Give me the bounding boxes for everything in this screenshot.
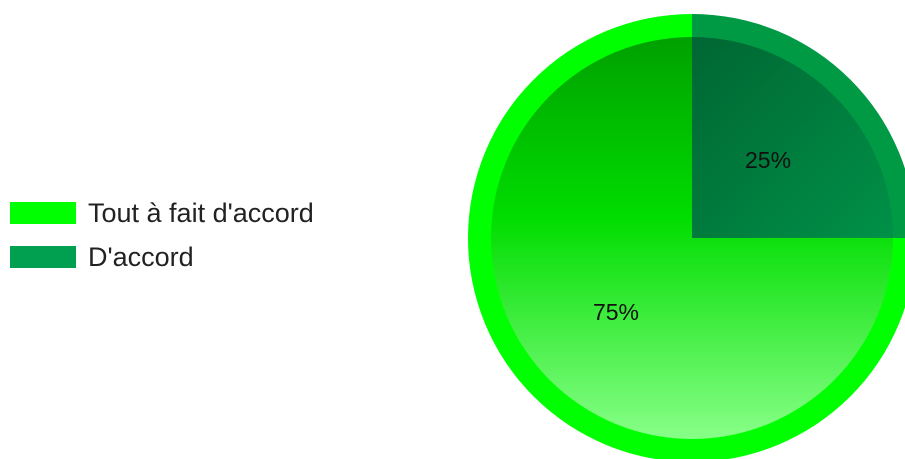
legend-label-tout-a-fait-daccord: Tout à fait d'accord	[88, 198, 314, 228]
legend-label-daccord: D'accord	[88, 242, 194, 272]
pie-slice-d-accord[interactable]	[692, 37, 893, 238]
slice-label-tout-fait-d-accord: 75%	[593, 299, 639, 325]
legend: Tout à fait d'accord D'accord	[10, 198, 314, 286]
pie-slice-labels: 75% 25%	[593, 147, 791, 325]
legend-item-tout-a-fait-daccord: Tout à fait d'accord	[10, 198, 314, 228]
pie-slices	[468, 14, 905, 459]
legend-item-daccord: D'accord	[10, 242, 314, 272]
legend-swatch-daccord	[10, 246, 76, 268]
slice-label-d-accord: 25%	[745, 147, 791, 173]
legend-swatch-tout-a-fait-daccord	[10, 202, 76, 224]
